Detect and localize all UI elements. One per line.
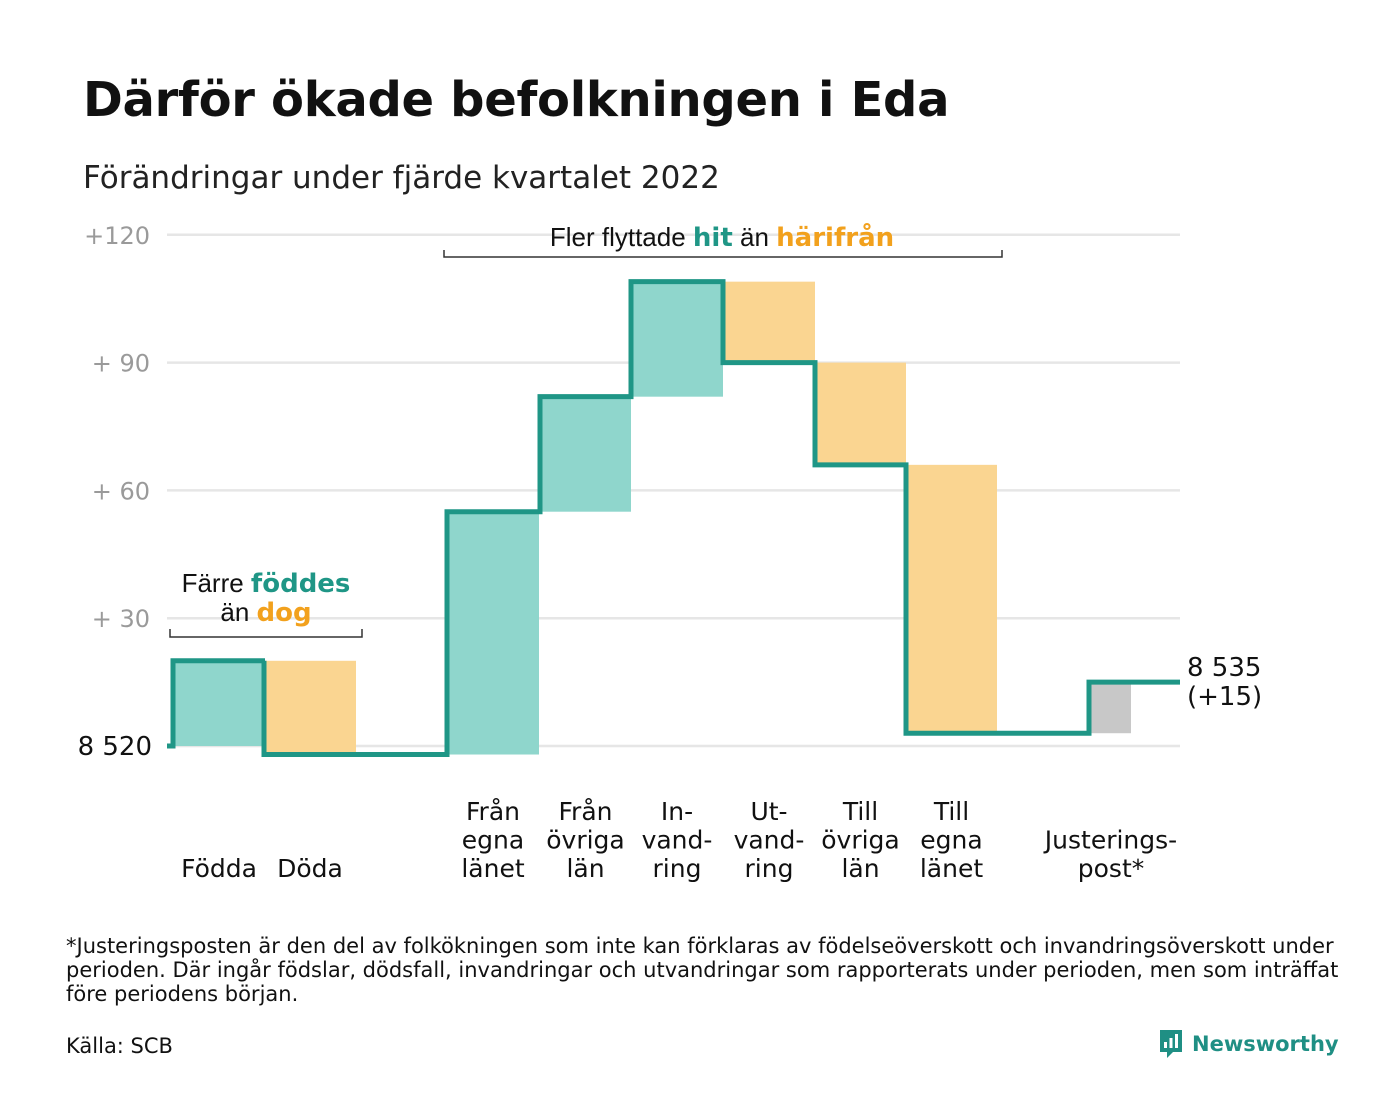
chart-title: Därför ökade befolkningen i Eda (83, 72, 950, 128)
category-label: Döda (277, 854, 343, 883)
cumulative-step-line (167, 279, 1180, 758)
category-label: Ut-vand-ring (734, 797, 805, 883)
category-label: Justerings-post* (1043, 826, 1177, 884)
bar-3 (447, 511, 539, 755)
bar-6 (723, 281, 815, 363)
births-bracket (169, 629, 363, 638)
y-tick-label: + 90 (92, 350, 150, 378)
footnote: *Justeringsposten är den del av folkökni… (66, 934, 1339, 1006)
bar-layer (173, 281, 1131, 755)
line-layer (167, 279, 1180, 758)
category-label: In-vand-ring (642, 797, 713, 883)
migration-bracket (443, 250, 1003, 258)
source-label: Källa: SCB (66, 1034, 173, 1058)
bar-8 (906, 464, 997, 734)
category-label: Till övriga län (821, 797, 900, 883)
start-value-label: 8 520 (78, 732, 152, 762)
bar-9 (1089, 682, 1131, 734)
brand-logo: Newsworthy (1158, 1026, 1339, 1062)
label-layer: + 30 + 60 + 90 +120 8 520 Födda Döda Från egna lä… (78, 222, 1263, 883)
migration-annotation: Fler flyttade hit än härifrån (550, 221, 894, 253)
category-label: Födda (181, 854, 257, 883)
category-label: Från egna länet (461, 797, 524, 883)
newsworthy-logo-icon (1160, 1030, 1182, 1058)
y-tick-label: + 60 (92, 477, 150, 505)
bar-2 (264, 660, 356, 755)
bar-7 (815, 362, 906, 465)
births-annotation-line1: Färre föddes (182, 568, 351, 599)
category-label: Till egna länet (920, 797, 983, 883)
bar-5 (631, 281, 723, 397)
bar-1 (173, 660, 265, 746)
chart-subtitle: Förändringar under fjärde kvartalet 2022 (83, 160, 720, 196)
y-tick-label: +120 (84, 222, 150, 250)
end-value-label: 8 535 (1187, 653, 1261, 683)
y-tick-label: + 30 (92, 605, 150, 633)
end-change-label: (+15) (1187, 682, 1262, 712)
births-annotation-line2: än dog (220, 597, 311, 628)
category-label: Från övriga län (546, 797, 625, 883)
bar-4 (540, 396, 631, 512)
brand-name: Newsworthy (1192, 1032, 1339, 1056)
